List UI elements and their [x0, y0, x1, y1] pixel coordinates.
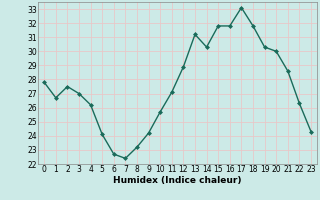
X-axis label: Humidex (Indice chaleur): Humidex (Indice chaleur) [113, 176, 242, 185]
